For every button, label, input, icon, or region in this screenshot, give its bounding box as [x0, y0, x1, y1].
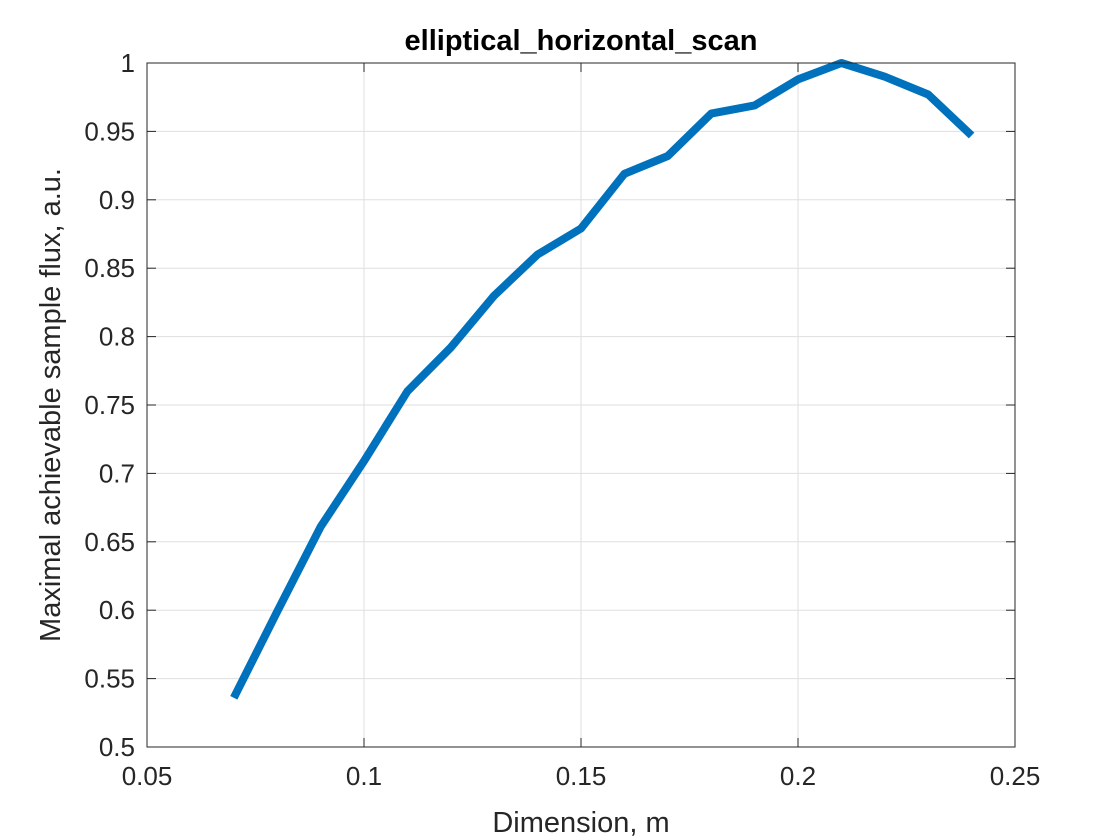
y-tick-label: 0.65 — [84, 527, 135, 557]
y-tick-label: 0.9 — [99, 185, 135, 215]
y-tick-label: 0.6 — [99, 595, 135, 625]
y-tick-label: 0.95 — [84, 116, 135, 146]
x-tick-label: 0.1 — [346, 761, 382, 791]
x-axis-label: Dimension, m — [492, 807, 669, 839]
series-line — [230, 59, 975, 700]
y-tick-label: 0.75 — [84, 390, 135, 420]
y-axis-label: Maximal achievable sample flux, a.u. — [35, 168, 67, 642]
series-layer — [230, 59, 975, 700]
y-tick-label: 0.8 — [99, 322, 135, 352]
x-tick-label: 0.2 — [780, 761, 816, 791]
x-tick-label: 0.25 — [990, 761, 1041, 791]
x-tick-label: 0.15 — [556, 761, 607, 791]
y-tick-label: 0.55 — [84, 664, 135, 694]
y-tick-label: 0.85 — [84, 253, 135, 283]
chart-title: elliptical_horizontal_scan — [405, 25, 758, 57]
y-tick-label: 1 — [121, 48, 135, 78]
ticks: 0.05 0.1 0.15 0.2 0.25 0.5 0.55 0.6 0.65 0.7 0.75 0… — [84, 48, 1040, 791]
y-tick-label: 0.5 — [99, 732, 135, 762]
x-tick-label: 0.05 — [122, 761, 173, 791]
y-tick-label: 0.7 — [99, 458, 135, 488]
